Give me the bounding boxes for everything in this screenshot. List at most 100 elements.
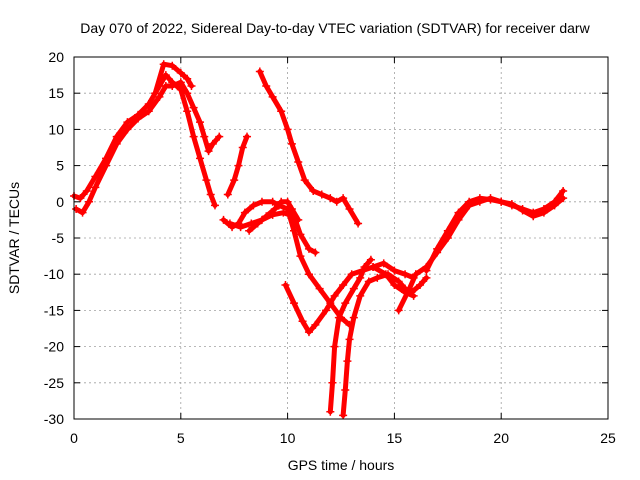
series-arc-7 <box>245 197 303 235</box>
data-point <box>112 139 121 148</box>
data-point <box>475 194 484 203</box>
data-point <box>518 206 527 215</box>
data-point <box>76 194 85 203</box>
data-point <box>405 284 414 293</box>
data-point <box>383 270 392 279</box>
data-point <box>345 205 354 214</box>
data-point <box>123 125 132 134</box>
data-point <box>168 81 177 90</box>
series-line <box>221 199 352 328</box>
y-tick-label: -15 <box>44 302 64 318</box>
data-point <box>369 262 378 271</box>
y-tick-label: -20 <box>44 339 64 355</box>
y-tick-label: -25 <box>44 375 64 391</box>
data-point <box>296 252 305 261</box>
data-point <box>360 262 369 271</box>
data-point <box>262 212 271 221</box>
data-point <box>341 386 350 395</box>
data-point <box>326 407 335 416</box>
data-point <box>347 270 356 279</box>
series-arc-3 <box>151 60 196 98</box>
series-arc-8 <box>255 67 363 228</box>
data-point <box>394 277 403 286</box>
data-point <box>390 281 399 290</box>
data-point <box>176 68 185 77</box>
data-point <box>294 215 303 224</box>
x-tick-label: 20 <box>493 430 509 446</box>
data-point <box>486 195 495 204</box>
data-point <box>334 313 343 322</box>
data-point <box>330 291 339 300</box>
data-point <box>159 60 168 69</box>
series-line <box>227 210 318 255</box>
data-point <box>210 201 219 210</box>
data-point <box>328 378 337 387</box>
data-point <box>215 132 224 141</box>
data-point <box>497 197 506 206</box>
data-point <box>379 259 388 268</box>
data-point <box>394 306 403 315</box>
data-point <box>219 215 228 224</box>
data-point <box>311 320 320 329</box>
data-point <box>144 107 153 116</box>
x-tick-label: 15 <box>387 430 403 446</box>
data-point <box>311 248 320 257</box>
data-point <box>304 244 313 253</box>
data-point <box>151 89 160 98</box>
data-point <box>102 161 111 170</box>
y-tick-label: -30 <box>44 411 64 427</box>
data-point <box>240 208 249 217</box>
data-point <box>354 219 363 228</box>
data-point <box>326 194 335 203</box>
data-point <box>134 114 143 123</box>
data-point <box>356 291 365 300</box>
data-point <box>279 208 288 217</box>
data-point <box>341 299 350 308</box>
data-point <box>304 328 313 337</box>
data-point <box>409 273 418 282</box>
data-point <box>290 299 299 308</box>
x-tick-label: 0 <box>70 430 78 446</box>
data-point <box>454 208 463 217</box>
data-point <box>84 197 93 206</box>
y-axis-label: SDTVAR / TECUs <box>6 182 22 294</box>
data-point <box>189 132 198 141</box>
y-tick-label: 10 <box>48 121 64 137</box>
data-point <box>183 89 192 98</box>
data-point <box>339 411 348 420</box>
data-point <box>317 190 326 199</box>
data-point <box>249 201 258 210</box>
data-point <box>200 132 209 141</box>
data-point <box>183 107 192 116</box>
data-point <box>204 147 213 156</box>
data-point <box>296 230 305 239</box>
data-point <box>433 244 442 253</box>
data-point <box>78 208 87 217</box>
series-arc-9 <box>281 262 418 337</box>
data-point <box>72 205 81 214</box>
data-point <box>91 183 100 192</box>
data-point <box>82 186 91 195</box>
series-arc-6 <box>219 197 354 329</box>
data-point <box>559 186 568 195</box>
data-point <box>390 266 399 275</box>
data-point <box>373 273 382 282</box>
y-tick-label: -10 <box>44 266 64 282</box>
data-point <box>550 201 559 210</box>
data-point <box>255 67 264 76</box>
data-point <box>176 78 185 87</box>
data-point <box>228 223 237 232</box>
data-point <box>287 139 296 148</box>
data-point <box>223 190 232 199</box>
series-arc-14 <box>369 259 418 282</box>
data-point <box>206 190 215 199</box>
data-point <box>422 273 431 282</box>
data-point <box>243 132 252 141</box>
data-point <box>283 125 292 134</box>
grid <box>74 57 608 419</box>
data-point <box>277 107 286 116</box>
data-point <box>339 194 348 203</box>
series-arc-12 <box>394 186 568 315</box>
data-point <box>208 139 217 148</box>
